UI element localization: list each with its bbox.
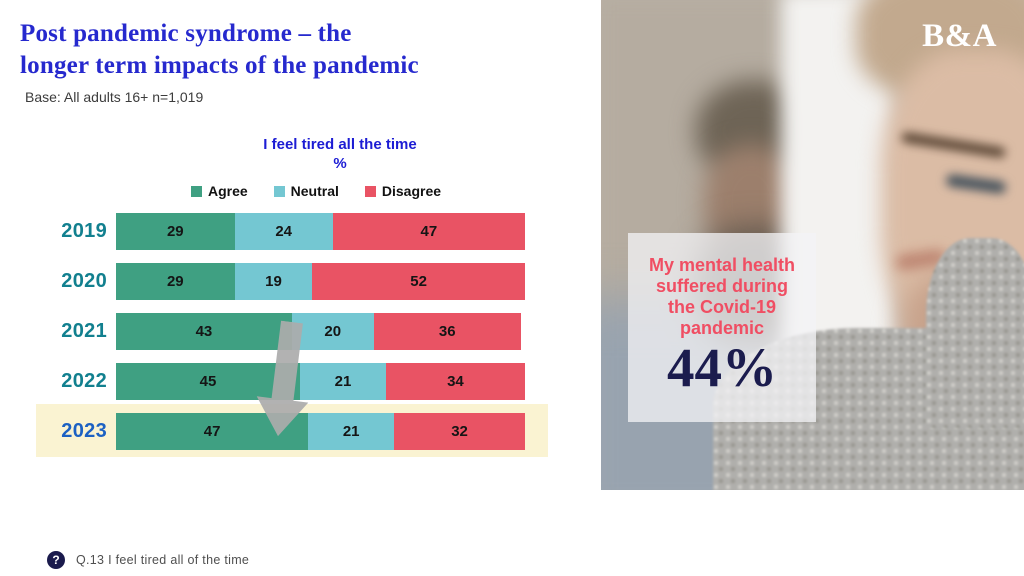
bar-segment-neutral-2021: 20: [291, 313, 374, 350]
bar-segment-neutral-2020: 19: [234, 263, 313, 300]
chart-title: I feel tired all the time: [263, 136, 417, 153]
bar-segment-agree-2022: 45: [116, 363, 301, 400]
legend-label: Neutral: [290, 183, 339, 199]
bar-segment-neutral-2019: 24: [234, 213, 333, 250]
legend-swatch-disagree: [364, 185, 376, 197]
stacked-bar-2022: 45 21 34: [116, 363, 525, 400]
chart-rows: 2019 29 24 47 2020 29 19 52 2021 43 20 36 2022 45 21 34…: [36, 213, 534, 463]
bar-segment-disagree-2023: 32: [394, 413, 525, 450]
chart-row-2019: 2019 29 24 47: [36, 213, 534, 250]
bar-segment-neutral-2023: 21: [308, 413, 395, 450]
footnote-row: ? Q.13 I feel tired all of the time: [47, 551, 249, 569]
stacked-bar-2021: 43 20 36: [116, 313, 525, 350]
chart-legend: Agree Neutral Disagree: [101, 183, 531, 199]
brand-logo: B&A: [922, 18, 997, 54]
chart-row-2020: 2020 29 19 52: [36, 263, 534, 300]
bar-segment-neutral-2022: 21: [300, 363, 386, 400]
mental-health-callout: My mental health suffered during the Cov…: [628, 233, 816, 422]
page-title-line1: Post pandemic syndrome – the: [20, 20, 352, 47]
bar-segment-disagree-2019: 47: [332, 213, 525, 250]
legend-swatch-agree: [190, 185, 202, 197]
legend-label: Disagree: [381, 183, 442, 199]
chart-row-2021: 2021 43 20 36: [36, 313, 534, 350]
bar-segment-agree-2019: 29: [116, 213, 235, 250]
legend-swatch-neutral: [273, 185, 285, 197]
year-label-2020: 2020: [61, 270, 107, 292]
year-label-2019: 2019: [61, 220, 107, 242]
legend-label: Agree: [207, 183, 248, 199]
bar-segment-agree-2020: 29: [116, 263, 235, 300]
bar-segment-disagree-2021: 36: [373, 313, 521, 350]
legend-item-disagree: Disagree: [364, 183, 442, 199]
stacked-bar-2019: 29 24 47: [116, 213, 525, 250]
page-title-line2: longer term impacts of the pandemic: [20, 52, 419, 79]
bar-segment-disagree-2020: 52: [312, 263, 525, 300]
page-title: Post pandemic syndrome – the longer term…: [20, 18, 419, 82]
callout-text: My mental health suffered during the Cov…: [648, 255, 796, 338]
chart-header: I feel tired all the time % Agree Neutral…: [125, 136, 555, 199]
legend-item-neutral: Neutral: [273, 183, 339, 199]
callout-value: 44%: [667, 337, 777, 398]
photo-sweater-blob-2: [926, 238, 1024, 428]
bar-segment-agree-2021: 43: [116, 313, 292, 350]
trend-arrow-icon: [256, 320, 309, 437]
year-label-2022: 2022: [61, 370, 107, 392]
stacked-bar-2020: 29 19 52: [116, 263, 525, 300]
year-label-2023: 2023: [61, 420, 107, 442]
photo-panel: B&A My mental health suffered during the…: [601, 0, 1024, 490]
chart-row-2022: 2022 45 21 34: [36, 363, 534, 400]
footnote-text: Q.13 I feel tired all of the time: [76, 553, 250, 567]
question-mark-icon: ?: [47, 551, 65, 569]
bar-segment-disagree-2022: 34: [385, 363, 525, 400]
chart-unit-label: %: [333, 155, 347, 172]
legend-item-agree: Agree: [190, 183, 248, 199]
year-label-2021: 2021: [61, 320, 107, 342]
stacked-bar-2023: 47 21 32: [116, 413, 525, 450]
base-note: Base: All adults 16+ n=1,019: [25, 89, 204, 105]
